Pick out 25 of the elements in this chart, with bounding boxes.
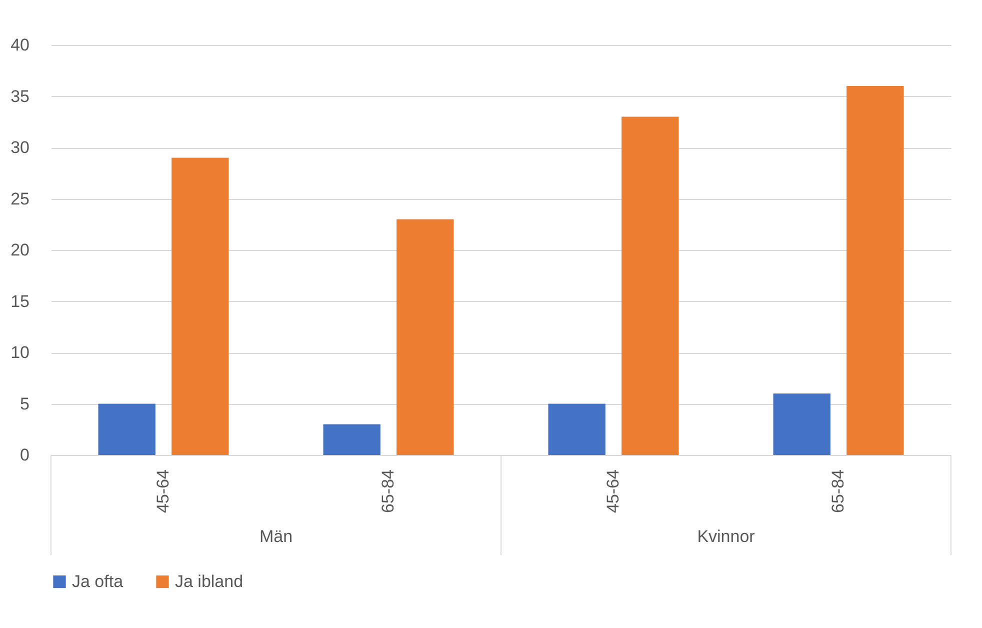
y-tick-label: 20 [10,240,30,260]
y-tick-label: 10 [10,343,30,362]
bar [548,404,606,455]
text: Kvinnor [697,527,756,546]
text: Män [259,527,293,546]
y-tick-label: 25 [10,189,30,208]
y-tick-label: 0 [20,446,30,464]
y-tick-label: 15 [10,292,30,311]
bar [773,394,830,455]
y-tick-label: 30 [10,138,30,157]
bar [323,424,380,455]
y-tick-label: 35 [10,86,30,106]
x-tick-label: 65-84 [828,470,848,513]
bar [172,158,229,455]
x-tick-label: 65-84 [378,470,398,513]
y-tick-label: 40 [10,36,30,54]
legend-label: Ja ibland [175,572,244,591]
y-tick-label: 5 [20,394,30,414]
x-tick-label: 45-64 [604,470,622,513]
bar [622,116,679,455]
legend-label: Ja ofta [72,572,124,591]
bar [98,404,156,455]
bar [396,219,454,455]
x-tick-label: 45-64 [154,470,172,513]
bar [846,86,904,455]
